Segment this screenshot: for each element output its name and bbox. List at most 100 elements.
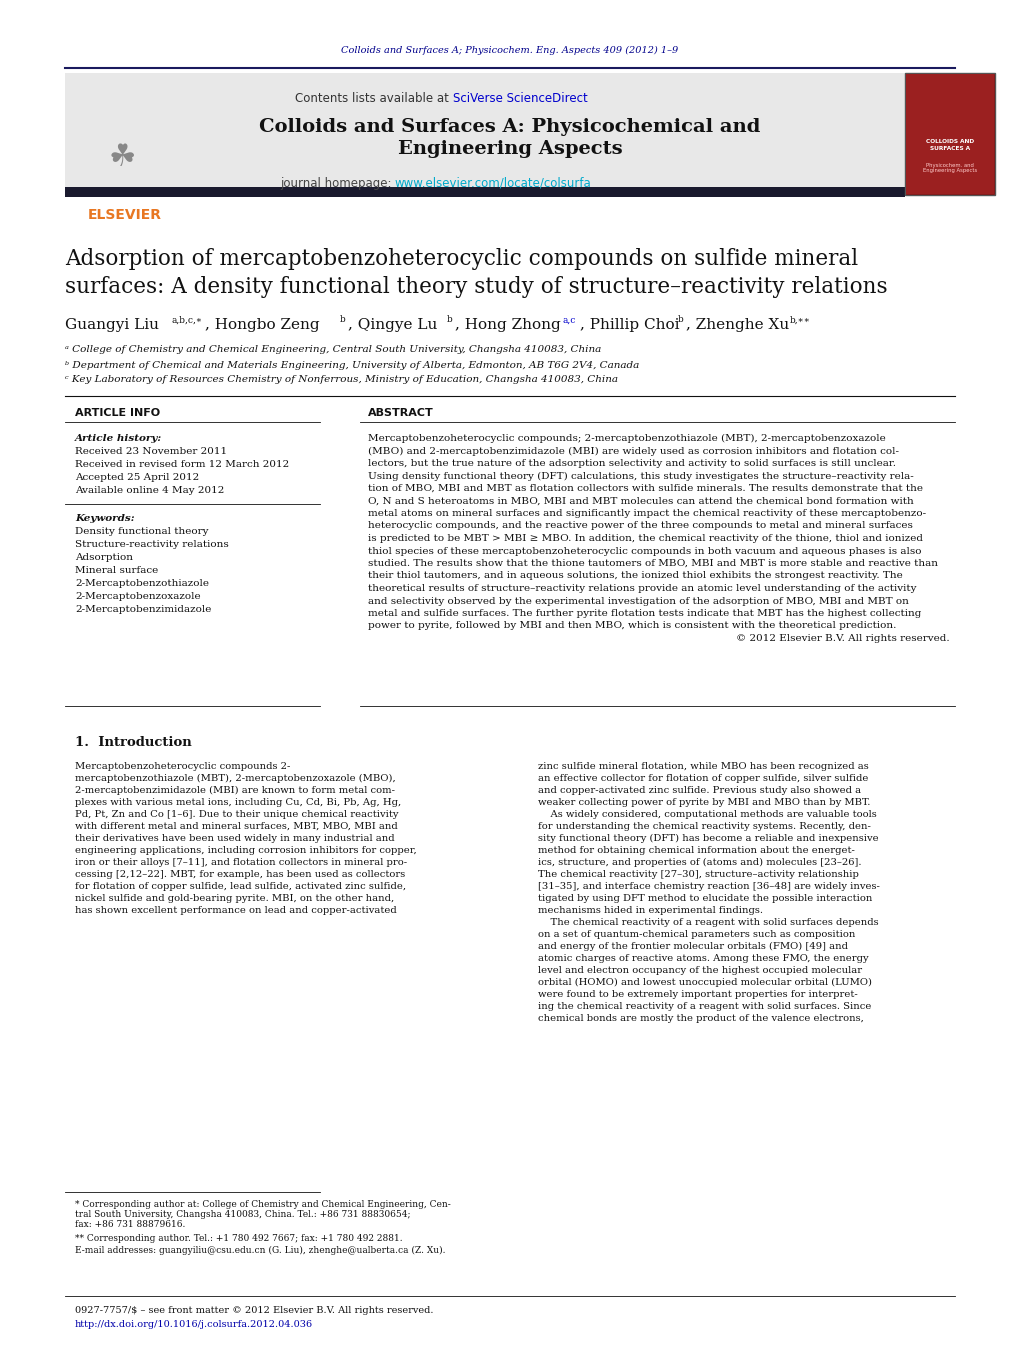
Text: b: b — [678, 316, 683, 324]
Text: cessing [2,12–22]. MBT, for example, has been used as collectors: cessing [2,12–22]. MBT, for example, has… — [75, 870, 405, 880]
Text: b: b — [446, 316, 452, 324]
Text: b,∗∗: b,∗∗ — [790, 316, 810, 324]
Text: 2-Mercaptobenzimidazole: 2-Mercaptobenzimidazole — [75, 605, 211, 613]
Text: , Hong Zhong: , Hong Zhong — [454, 317, 560, 332]
Text: orbital (HOMO) and lowest unoccupied molecular orbital (LUMO): orbital (HOMO) and lowest unoccupied mol… — [537, 978, 871, 988]
Text: E-mail addresses: guangyiliu@csu.edu.cn (G. Liu), zhenghe@ualberta.ca (Z. Xu).: E-mail addresses: guangyiliu@csu.edu.cn … — [75, 1246, 445, 1255]
Text: thiol species of these mercaptobenzoheterocyclic compounds in both vacuum and aq: thiol species of these mercaptobenzohete… — [368, 547, 920, 555]
Text: Adsorption: Adsorption — [75, 553, 132, 562]
Text: tral South University, Changsha 410083, China. Tel.: +86 731 88830654;: tral South University, Changsha 410083, … — [75, 1210, 410, 1219]
Text: ELSEVIER: ELSEVIER — [88, 208, 162, 222]
Text: 2-Mercaptobenzothiazole: 2-Mercaptobenzothiazole — [75, 580, 209, 588]
Text: Colloids and Surfaces A: Physicochemical and
Engineering Aspects: Colloids and Surfaces A: Physicochemical… — [259, 118, 760, 158]
Text: atomic charges of reactive atoms. Among these FMO, the energy: atomic charges of reactive atoms. Among … — [537, 954, 868, 963]
Text: mechanisms hided in experimental findings.: mechanisms hided in experimental finding… — [537, 907, 762, 915]
Text: Colloids and Surfaces A; Physicochem. Eng. Aspects 409 (2012) 1–9: Colloids and Surfaces A; Physicochem. En… — [341, 46, 678, 54]
Text: ᵇ Department of Chemical and Materials Engineering, University of Alberta, Edmon: ᵇ Department of Chemical and Materials E… — [65, 361, 639, 370]
Text: sity functional theory (DFT) has become a reliable and inexpensive: sity functional theory (DFT) has become … — [537, 834, 877, 843]
Text: , Hongbo Zeng: , Hongbo Zeng — [205, 317, 319, 332]
Text: their thiol tautomers, and in aqueous solutions, the ionized thiol exhibits the : their thiol tautomers, and in aqueous so… — [368, 571, 902, 581]
Text: journal homepage:: journal homepage: — [279, 177, 394, 189]
Text: Article history:: Article history: — [75, 434, 162, 443]
Text: lectors, but the true nature of the adsorption selectivity and activity to solid: lectors, but the true nature of the adso… — [368, 459, 895, 467]
Text: 0927-7757/$ – see front matter © 2012 Elsevier B.V. All rights reserved.: 0927-7757/$ – see front matter © 2012 El… — [75, 1306, 433, 1315]
Text: tigated by using DFT method to elucidate the possible interaction: tigated by using DFT method to elucidate… — [537, 894, 871, 902]
Text: (MBO) and 2-mercaptobenzimidazole (MBI) are widely used as corrosion inhibitors : (MBO) and 2-mercaptobenzimidazole (MBI) … — [368, 446, 898, 455]
Text: theoretical results of structure–reactivity relations provide an atomic level un: theoretical results of structure–reactiv… — [368, 584, 916, 593]
Text: Received in revised form 12 March 2012: Received in revised form 12 March 2012 — [75, 459, 289, 469]
Text: ABSTRACT: ABSTRACT — [368, 408, 433, 417]
Text: power to pyrite, followed by MBI and then MBO, which is consistent with the theo: power to pyrite, followed by MBI and the… — [368, 621, 896, 631]
Text: a,b,c,∗: a,b,c,∗ — [172, 316, 203, 324]
Text: Contents lists available at: Contents lists available at — [296, 92, 452, 105]
Text: studied. The results show that the thione tautomers of MBO, MBI and MBT is more : studied. The results show that the thion… — [368, 559, 937, 567]
Text: ** Corresponding author. Tel.: +1 780 492 7667; fax: +1 780 492 2881.: ** Corresponding author. Tel.: +1 780 49… — [75, 1233, 403, 1243]
Text: ARTICLE INFO: ARTICLE INFO — [75, 408, 160, 417]
Text: Available online 4 May 2012: Available online 4 May 2012 — [75, 486, 224, 494]
Text: Pd, Pt, Zn and Co [1–6]. Due to their unique chemical reactivity: Pd, Pt, Zn and Co [1–6]. Due to their un… — [75, 811, 398, 819]
Text: Guangyi Liu: Guangyi Liu — [65, 317, 159, 332]
Text: The chemical reactivity of a reagent with solid surfaces depends: The chemical reactivity of a reagent wit… — [537, 917, 877, 927]
Text: Mercaptobenzoheterocyclic compounds 2-: Mercaptobenzoheterocyclic compounds 2- — [75, 762, 290, 771]
Text: COLLOIDS AND
SURFACES A: COLLOIDS AND SURFACES A — [925, 139, 973, 150]
Text: for flotation of copper sulfide, lead sulfide, activated zinc sulfide,: for flotation of copper sulfide, lead su… — [75, 882, 406, 892]
Text: ics, structure, and properties of (atoms and) molecules [23–26].: ics, structure, and properties of (atoms… — [537, 858, 861, 867]
Text: * Corresponding author at: College of Chemistry and Chemical Engineering, Cen-: * Corresponding author at: College of Ch… — [75, 1200, 450, 1209]
Text: with different metal and mineral surfaces, MBT, MBO, MBI and: with different metal and mineral surface… — [75, 821, 397, 831]
Text: for understanding the chemical reactivity systems. Recently, den-: for understanding the chemical reactivit… — [537, 821, 870, 831]
Text: Mercaptobenzoheterocyclic compounds; 2-mercaptobenzothiazole (MBT), 2-mercaptobe: Mercaptobenzoheterocyclic compounds; 2-m… — [368, 434, 884, 443]
Text: Accepted 25 April 2012: Accepted 25 April 2012 — [75, 473, 199, 482]
Text: fax: +86 731 88879616.: fax: +86 731 88879616. — [75, 1220, 185, 1229]
Text: their derivatives have been used widely in many industrial and: their derivatives have been used widely … — [75, 834, 394, 843]
Text: a,c: a,c — [562, 316, 576, 324]
Text: Adsorption of mercaptobenzoheterocyclic compounds on sulfide mineral
surfaces: A: Adsorption of mercaptobenzoheterocyclic … — [65, 249, 887, 299]
Bar — [904, 73, 994, 195]
Bar — [65, 186, 904, 197]
Text: and copper-activated zinc sulfide. Previous study also showed a: and copper-activated zinc sulfide. Previ… — [537, 786, 860, 794]
Text: method for obtaining chemical information about the energet-: method for obtaining chemical informatio… — [537, 846, 854, 855]
Text: on a set of quantum-chemical parameters such as composition: on a set of quantum-chemical parameters … — [537, 929, 855, 939]
Text: © 2012 Elsevier B.V. All rights reserved.: © 2012 Elsevier B.V. All rights reserved… — [736, 634, 949, 643]
Text: Using density functional theory (DFT) calculations, this study investigates the : Using density functional theory (DFT) ca… — [368, 471, 913, 481]
Text: Keywords:: Keywords: — [75, 513, 135, 523]
Text: nickel sulfide and gold-bearing pyrite. MBI, on the other hand,: nickel sulfide and gold-bearing pyrite. … — [75, 894, 394, 902]
Text: metal and sulfide surfaces. The further pyrite flotation tests indicate that MBT: metal and sulfide surfaces. The further … — [368, 609, 920, 617]
Text: , Phillip Choi: , Phillip Choi — [580, 317, 679, 332]
Text: engineering applications, including corrosion inhibitors for copper,: engineering applications, including corr… — [75, 846, 417, 855]
Text: , Qingye Lu: , Qingye Lu — [347, 317, 437, 332]
Text: 1.  Introduction: 1. Introduction — [75, 736, 192, 748]
Text: weaker collecting power of pyrite by MBI and MBO than by MBT.: weaker collecting power of pyrite by MBI… — [537, 798, 869, 807]
Text: ing the chemical reactivity of a reagent with solid surfaces. Since: ing the chemical reactivity of a reagent… — [537, 1002, 870, 1011]
Text: is predicted to be MBT > MBI ≥ MBO. In addition, the chemical reactivity of the : is predicted to be MBT > MBI ≥ MBO. In a… — [368, 534, 922, 543]
Text: The chemical reactivity [27–30], structure–activity relationship: The chemical reactivity [27–30], structu… — [537, 870, 858, 880]
Text: tion of MBO, MBI and MBT as flotation collectors with sulfide minerals. The resu: tion of MBO, MBI and MBT as flotation co… — [368, 484, 922, 493]
Text: ᶜ Key Laboratory of Resources Chemistry of Nonferrous, Ministry of Education, Ch: ᶜ Key Laboratory of Resources Chemistry … — [65, 376, 618, 385]
Text: As widely considered, computational methods are valuable tools: As widely considered, computational meth… — [537, 811, 876, 819]
Text: O, N and S heteroatoms in MBO, MBI and MBT molecules can attend the chemical bon: O, N and S heteroatoms in MBO, MBI and M… — [368, 497, 913, 505]
Text: Received 23 November 2011: Received 23 November 2011 — [75, 447, 227, 457]
Text: ᵃ College of Chemistry and Chemical Engineering, Central South University, Chang: ᵃ College of Chemistry and Chemical Engi… — [65, 346, 600, 354]
Text: chemical bonds are mostly the product of the valence electrons,: chemical bonds are mostly the product of… — [537, 1015, 863, 1023]
Bar — [65, 73, 904, 195]
Text: Structure-reactivity relations: Structure-reactivity relations — [75, 540, 228, 549]
Text: 2-mercaptobenzimidazole (MBI) are known to form metal com-: 2-mercaptobenzimidazole (MBI) are known … — [75, 786, 394, 796]
Text: b: b — [339, 316, 345, 324]
Text: were found to be extremely important properties for interpret-: were found to be extremely important pro… — [537, 990, 857, 998]
Text: [31–35], and interface chemistry reaction [36–48] are widely inves-: [31–35], and interface chemistry reactio… — [537, 882, 879, 892]
Text: an effective collector for flotation of copper sulfide, silver sulfide: an effective collector for flotation of … — [537, 774, 867, 784]
Text: and selectivity observed by the experimental investigation of the adsorption of : and selectivity observed by the experime… — [368, 597, 908, 605]
Bar — [905, 74, 994, 195]
Text: has shown excellent performance on lead and copper-activated: has shown excellent performance on lead … — [75, 907, 396, 915]
Text: level and electron occupancy of the highest occupied molecular: level and electron occupancy of the high… — [537, 966, 861, 975]
Text: metal atoms on mineral surfaces and significantly impact the chemical reactivity: metal atoms on mineral surfaces and sign… — [368, 509, 925, 517]
Text: www.elsevier.com/locate/colsurfa: www.elsevier.com/locate/colsurfa — [394, 177, 591, 189]
Text: heterocyclic compounds, and the reactive power of the three compounds to metal a: heterocyclic compounds, and the reactive… — [368, 521, 912, 531]
Text: zinc sulfide mineral flotation, while MBO has been recognized as: zinc sulfide mineral flotation, while MB… — [537, 762, 868, 771]
Text: http://dx.doi.org/10.1016/j.colsurfa.2012.04.036: http://dx.doi.org/10.1016/j.colsurfa.201… — [75, 1320, 313, 1329]
Text: Mineral surface: Mineral surface — [75, 566, 158, 576]
Text: ☘: ☘ — [108, 143, 136, 173]
Text: mercaptobenzothiazole (MBT), 2-mercaptobenzoxazole (MBO),: mercaptobenzothiazole (MBT), 2-mercaptob… — [75, 774, 395, 784]
Text: and energy of the frontier molecular orbitals (FMO) [49] and: and energy of the frontier molecular orb… — [537, 942, 847, 951]
Text: plexes with various metal ions, including Cu, Cd, Bi, Pb, Ag, Hg,: plexes with various metal ions, includin… — [75, 798, 400, 807]
Bar — [65, 73, 179, 195]
